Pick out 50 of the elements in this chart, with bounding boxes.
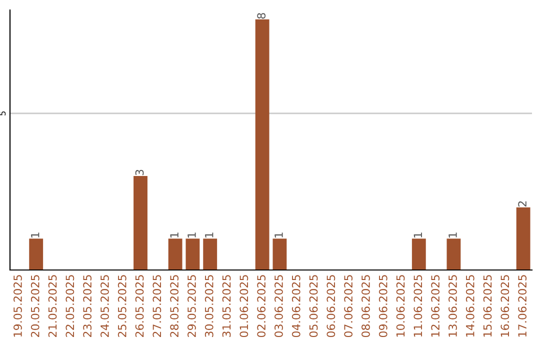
data-label: 1 [170,232,178,238]
x-tick-label: 12.06.2025 [431,275,440,337]
x-tick-label: 01.06.2025 [240,275,248,338]
x-tick-label: 31.05.2025 [222,275,231,337]
x-tick-label: 09.06.2025 [378,275,388,338]
x-tick-label: 14.06.2025 [466,275,474,337]
bar [412,238,426,270]
bar [168,238,182,270]
x-tick-label: 10.06.2025 [396,275,405,337]
bar [203,238,218,270]
data-label: 1 [188,232,196,238]
data-label: 1 [274,232,283,238]
x-tick-label: 26.05.2025 [135,275,144,337]
x-tick-label: 07.06.2025 [344,275,353,338]
x-tick-label: 30.05.2025 [204,275,214,337]
bar [446,238,461,270]
bar [29,238,44,270]
data-label: 1 [205,232,214,238]
x-tick-label: 29.05.2025 [188,275,196,337]
x-tick-label: 23.05.2025 [83,275,92,337]
bar [186,238,200,270]
x-tick-label: 02.06.2025 [257,275,266,338]
data-label: 1 [414,232,422,238]
data-label: 8 [257,13,266,19]
x-tick-label: 25.05.2025 [118,275,126,337]
x-tick-label: 24.05.2025 [100,275,109,337]
x-tick-label: 22.05.2025 [66,275,74,337]
bar [255,19,270,270]
bar [272,238,287,270]
x-tick-label: 16.06.2025 [500,275,510,337]
x-tick-label: 20.05.2025 [30,275,40,337]
x-tick-label: 28.05.2025 [170,275,179,337]
x-tick-label: 15.06.2025 [483,275,492,337]
x-tick-label: 13.06.2025 [448,275,457,337]
x-tick-label: 21.05.2025 [48,275,57,337]
x-tick-label: 03.06.2025 [274,275,283,338]
x-tick-label: 05.06.2025 [309,275,318,338]
x-tick-label: 11.06.2025 [414,275,422,337]
x-tick-label: 19.05.2025 [14,275,22,337]
x-tick-label: 04.06.2025 [292,275,300,338]
x-tick-label: 06.06.2025 [326,275,336,338]
data-label: 2 [518,201,526,207]
bar [134,176,148,270]
data-label: 3 [135,170,144,176]
x-tick-label: 27.05.2025 [152,275,162,337]
data-label: 1 [31,232,40,238]
x-tick-label: 08.06.2025 [362,275,370,338]
data-label: 1 [448,232,457,238]
bar [516,207,530,270]
x-tick-label: 17.06.2025 [518,275,527,337]
